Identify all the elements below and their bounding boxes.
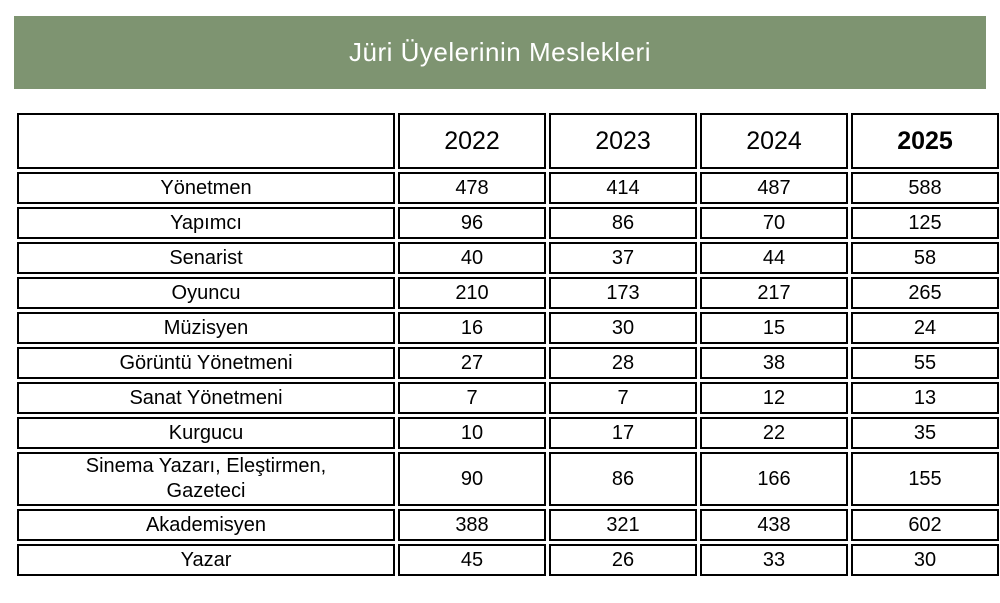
value-cell: 17 <box>549 417 697 449</box>
professions-table: 2022 2023 2024 2025 Yönetmen 478 414 487 588… <box>14 110 1000 579</box>
year-header-2022: 2022 <box>398 113 546 169</box>
value-cell: 173 <box>549 277 697 309</box>
row-label: Oyuncu <box>17 277 395 309</box>
value-cell: 30 <box>851 544 999 576</box>
value-cell: 45 <box>398 544 546 576</box>
year-header-2024: 2024 <box>700 113 848 169</box>
value-cell: 37 <box>549 242 697 274</box>
table-row: Sinema Yazarı, Eleştirmen, Gazeteci 90 86 1… <box>17 452 999 506</box>
value-cell: 7 <box>549 382 697 414</box>
value-cell: 24 <box>851 312 999 344</box>
table-row: Akademisyen 388 321 438 602 <box>17 509 999 541</box>
value-cell: 217 <box>700 277 848 309</box>
value-cell: 13 <box>851 382 999 414</box>
table-row: Görüntü Yönetmeni 27 28 38 55 <box>17 347 999 379</box>
corner-cell <box>17 113 395 169</box>
table-row: Yapımcı 96 86 70 125 <box>17 207 999 239</box>
value-cell: 16 <box>398 312 546 344</box>
row-label: Yazar <box>17 544 395 576</box>
table-row: Müzisyen 16 30 15 24 <box>17 312 999 344</box>
table-header-row: 2022 2023 2024 2025 <box>17 113 999 169</box>
value-cell: 321 <box>549 509 697 541</box>
table-row: Kurgucu 10 17 22 35 <box>17 417 999 449</box>
table-row: Yazar 45 26 33 30 <box>17 544 999 576</box>
value-cell: 27 <box>398 347 546 379</box>
row-label: Müzisyen <box>17 312 395 344</box>
value-cell: 478 <box>398 172 546 204</box>
row-label: Görüntü Yönetmeni <box>17 347 395 379</box>
value-cell: 58 <box>851 242 999 274</box>
value-cell: 90 <box>398 452 546 506</box>
value-cell: 86 <box>549 207 697 239</box>
value-cell: 265 <box>851 277 999 309</box>
value-cell: 155 <box>851 452 999 506</box>
value-cell: 12 <box>700 382 848 414</box>
value-cell: 10 <box>398 417 546 449</box>
value-cell: 388 <box>398 509 546 541</box>
value-cell: 35 <box>851 417 999 449</box>
value-cell: 55 <box>851 347 999 379</box>
value-cell: 86 <box>549 452 697 506</box>
value-cell: 30 <box>549 312 697 344</box>
year-header-2023: 2023 <box>549 113 697 169</box>
row-label: Sinema Yazarı, Eleştirmen, Gazeteci <box>17 452 395 506</box>
value-cell: 7 <box>398 382 546 414</box>
value-cell: 438 <box>700 509 848 541</box>
value-cell: 96 <box>398 207 546 239</box>
value-cell: 602 <box>851 509 999 541</box>
year-header-2025: 2025 <box>851 113 999 169</box>
value-cell: 70 <box>700 207 848 239</box>
row-label: Yönetmen <box>17 172 395 204</box>
value-cell: 40 <box>398 242 546 274</box>
table-row: Oyuncu 210 173 217 265 <box>17 277 999 309</box>
value-cell: 210 <box>398 277 546 309</box>
value-cell: 26 <box>549 544 697 576</box>
table-row: Senarist 40 37 44 58 <box>17 242 999 274</box>
value-cell: 588 <box>851 172 999 204</box>
value-cell: 414 <box>549 172 697 204</box>
value-cell: 125 <box>851 207 999 239</box>
value-cell: 166 <box>700 452 848 506</box>
value-cell: 44 <box>700 242 848 274</box>
value-cell: 22 <box>700 417 848 449</box>
title-banner: Jüri Üyelerinin Meslekleri <box>14 16 986 89</box>
value-cell: 38 <box>700 347 848 379</box>
row-label: Kurgucu <box>17 417 395 449</box>
table-body: Yönetmen 478 414 487 588 Yapımcı 96 86 70 125 Sena… <box>17 172 999 576</box>
page-title: Jüri Üyelerinin Meslekleri <box>349 37 651 67</box>
value-cell: 487 <box>700 172 848 204</box>
value-cell: 33 <box>700 544 848 576</box>
row-label: Akademisyen <box>17 509 395 541</box>
row-label: Sanat Yönetmeni <box>17 382 395 414</box>
table-row: Yönetmen 478 414 487 588 <box>17 172 999 204</box>
value-cell: 15 <box>700 312 848 344</box>
table-row: Sanat Yönetmeni 7 7 12 13 <box>17 382 999 414</box>
row-label: Senarist <box>17 242 395 274</box>
row-label: Yapımcı <box>17 207 395 239</box>
value-cell: 28 <box>549 347 697 379</box>
